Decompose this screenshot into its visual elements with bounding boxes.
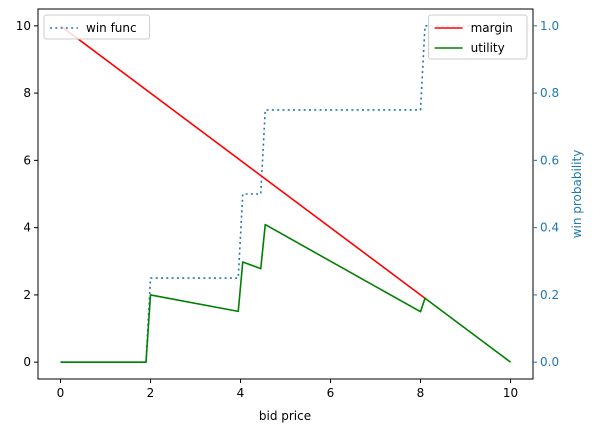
series-group: [60, 25, 511, 363]
y2-tick-label: 0.6: [540, 153, 559, 167]
legend-label: margin: [471, 21, 513, 35]
y-tick-label: 6: [23, 153, 31, 167]
y2-tick-label: 1.0: [540, 19, 559, 33]
x-tick-label: 6: [327, 386, 335, 400]
y-axis-right: 0.0 0.2 0.4 0.6 0.8 1.0: [533, 19, 559, 369]
x-tick-label: 0: [57, 386, 65, 400]
y-axis-right-label: win probability: [570, 150, 584, 239]
plot-area-frame: [37, 8, 534, 380]
legend-box: [43, 14, 151, 40]
y-tick-label: 2: [23, 288, 31, 302]
legend-left: win func: [43, 14, 151, 40]
x-tick-label: 10: [503, 386, 518, 400]
legend-right: margin utility: [428, 14, 528, 60]
x-tick-label: 8: [417, 386, 425, 400]
series-line-utility: [60, 223, 511, 363]
legend-label: utility: [471, 41, 505, 55]
series-line-margin: [60, 25, 426, 299]
x-tick-label: 2: [147, 386, 155, 400]
y-tick-label: 4: [23, 221, 31, 235]
y-tick-label: 10: [16, 19, 31, 33]
y-axis-left: 0 2 4 6 8 10: [16, 19, 38, 369]
x-axis-label: bid price: [259, 409, 311, 423]
y-tick-label: 8: [23, 86, 31, 100]
y2-tick-label: 0.0: [540, 355, 559, 369]
y2-tick-label: 0.2: [540, 288, 559, 302]
x-axis: 0 2 4 6 8 10: [57, 379, 518, 400]
y2-tick-label: 0.8: [540, 86, 559, 100]
y2-tick-label: 0.4: [540, 221, 559, 235]
legend-label: win func: [86, 21, 137, 35]
x-tick-label: 4: [237, 386, 245, 400]
y-tick-label: 0: [23, 355, 31, 369]
